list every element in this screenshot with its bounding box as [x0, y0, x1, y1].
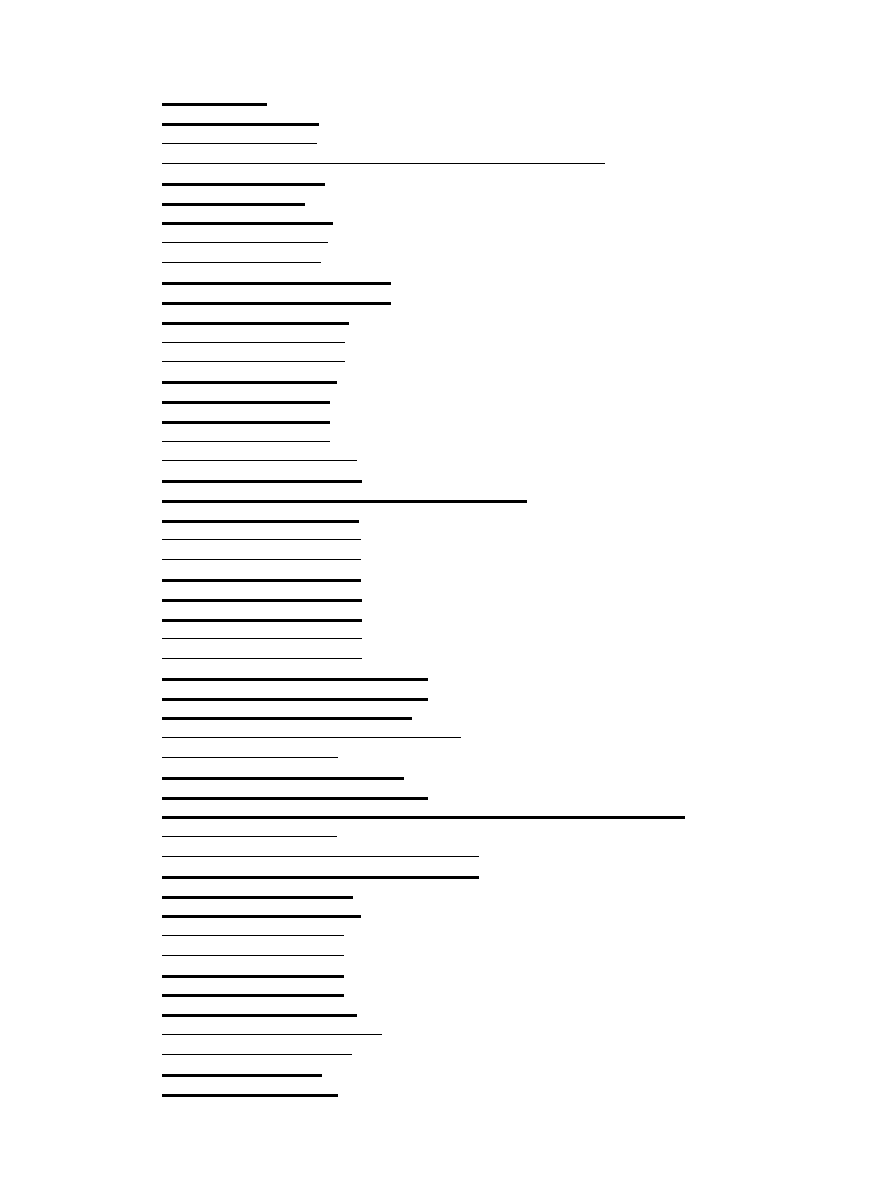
horizontal-rule-line [162, 955, 344, 957]
horizontal-rule-line [162, 480, 362, 483]
horizontal-rule-line [162, 421, 330, 424]
horizontal-rule-line [162, 737, 461, 739]
horizontal-rule-line [162, 876, 479, 879]
horizontal-rule-line [162, 836, 337, 838]
horizontal-rule-line [162, 757, 338, 759]
horizontal-rule-line [162, 242, 328, 244]
horizontal-rule-line [162, 994, 344, 997]
horizontal-rule-line [162, 1034, 382, 1036]
horizontal-rule-line [162, 678, 428, 681]
horizontal-rule-line [162, 975, 344, 978]
horizontal-rule-line [162, 579, 361, 582]
horizontal-rule-line [162, 935, 344, 937]
horizontal-rule-line [162, 302, 391, 305]
horizontal-rule-line [162, 401, 330, 404]
horizontal-rule-line [162, 143, 317, 145]
horizontal-rule-line [162, 658, 362, 660]
horizontal-rule-line [162, 103, 267, 106]
horizontal-rule-line [162, 163, 605, 165]
horizontal-rule-line [162, 500, 527, 503]
horizontal-rule-line [162, 322, 349, 325]
horizontal-rule-line [162, 262, 321, 264]
horizontal-rule-line [162, 1054, 352, 1056]
horizontal-rule-line [162, 520, 359, 523]
horizontal-rule-line [162, 1014, 357, 1017]
horizontal-rule-line [162, 816, 685, 819]
horizontal-rule-line [162, 797, 428, 800]
horizontal-rule-line [162, 1074, 322, 1077]
horizontal-rule-line [162, 717, 412, 720]
horizontal-rule-line [162, 183, 325, 186]
horizontal-rule-line [162, 342, 345, 344]
horizontal-rule-line [162, 222, 333, 225]
horizontal-rule-line [162, 381, 337, 384]
horizontal-rule-line [162, 123, 319, 126]
horizontal-rule-line [162, 559, 361, 561]
horizontal-rule-line [162, 856, 479, 858]
horizontal-rule-line [162, 441, 330, 443]
horizontal-rule-line [162, 915, 361, 918]
horizontal-rule-line [162, 539, 361, 541]
horizontal-rule-line [162, 361, 345, 363]
horizontal-rule-line [162, 698, 428, 701]
horizontal-rule-line [162, 896, 353, 899]
horizontal-rule-line [162, 460, 357, 462]
horizontal-rule-line [162, 203, 305, 206]
horizontal-rule-line [162, 1094, 338, 1097]
horizontal-rule-line [162, 282, 391, 285]
horizontal-rule-line [162, 599, 362, 602]
horizontal-rule-line [162, 777, 404, 780]
horizontal-rule-line [162, 638, 362, 640]
horizontal-rule-line [162, 619, 362, 622]
